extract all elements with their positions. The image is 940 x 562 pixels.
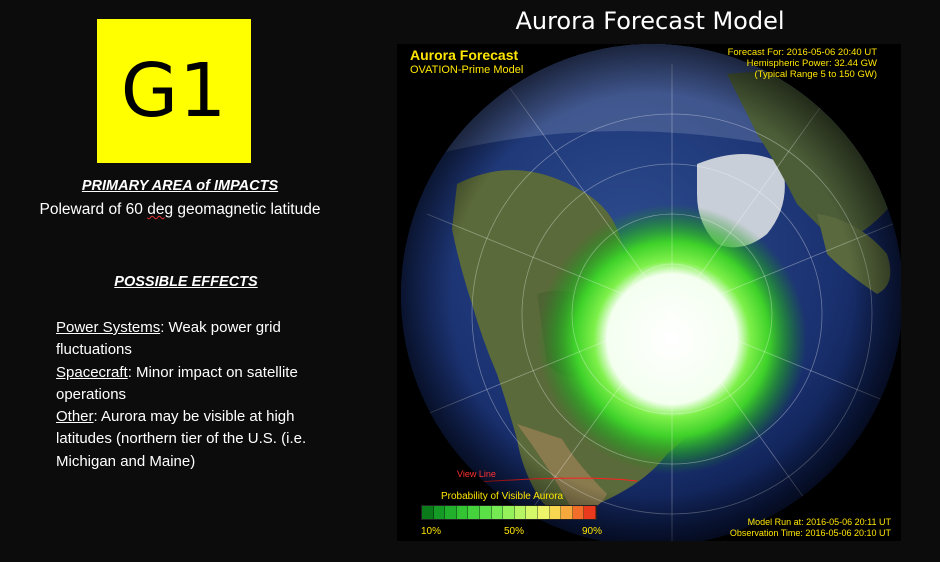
- effect-other: Other: Aurora may be visible at high lat…: [56, 406, 346, 473]
- model-title: Aurora Forecast Model: [515, 7, 785, 35]
- colorbar-swatch: [572, 506, 585, 519]
- colorbar-swatch: [479, 506, 492, 519]
- hemispheric-power: Hemispheric Power: 32.44 GW: [746, 58, 877, 69]
- effect-spacecraft-label: Spacecraft: [56, 363, 128, 381]
- effect-spacecraft-text: : Minor impact on satellite operations: [56, 363, 298, 403]
- impacts-heading-wrap: PRIMARY AREA of IMPACTS: [0, 177, 360, 194]
- impacts-description: Poleward of 60 deg geomagnetic latitude: [0, 201, 360, 219]
- colorbar-swatch: [549, 506, 562, 519]
- colorbar-swatch: [526, 506, 538, 519]
- view-line-label: View Line: [457, 469, 496, 479]
- colorbar-swatch: [503, 506, 515, 519]
- effects-list: Power Systems: Weak power grid fluctuati…: [56, 317, 346, 473]
- g1-label: G1: [120, 48, 228, 134]
- forecast-for: Forecast For: 2016-05-06 20:40 UT: [727, 47, 877, 58]
- aurora-forecast-map: Aurora Forecast OVATION-Prime Model Fore…: [397, 44, 901, 541]
- colorbar-swatch: [456, 506, 469, 519]
- tick-50: 50%: [504, 526, 525, 537]
- colorbar-swatch: [445, 506, 457, 519]
- effects-heading-wrap: POSSIBLE EFFECTS: [6, 273, 366, 290]
- forecast-title: Aurora Forecast: [410, 47, 519, 63]
- forecast-info: Forecast For: 2016-05-06 20:40 UT Hemisp…: [728, 47, 877, 80]
- colorbar-swatch: [491, 506, 504, 519]
- impacts-text-before: Poleward of 60: [39, 201, 148, 218]
- probability-colorbar: [421, 505, 597, 520]
- globe-graphic: [401, 44, 901, 541]
- effect-power-text: : Weak power grid fluctuations: [56, 319, 281, 359]
- effect-power: Power Systems: Weak power grid fluctuati…: [56, 317, 346, 362]
- tick-90: 90%: [582, 526, 603, 537]
- colorbar-swatch: [561, 506, 573, 519]
- probability-label: Probability of Visible Aurora: [441, 491, 564, 502]
- effects-heading: POSSIBLE EFFECTS: [114, 274, 258, 290]
- colorbar-swatch: [584, 506, 596, 519]
- effect-other-label: Other: [56, 408, 94, 426]
- typical-range: (Typical Range 5 to 150 GW): [754, 69, 878, 80]
- impacts-heading: PRIMARY AREA of IMPACTS: [81, 178, 279, 194]
- model-run-info: Model Run at: 2016-05-06 20:11 UT Observ…: [730, 517, 891, 538]
- g1-scale-badge: G1: [97, 19, 251, 163]
- colorbar-swatch: [537, 506, 550, 519]
- colorbar-swatch: [422, 506, 434, 519]
- effect-power-label: Power Systems: [56, 319, 161, 336]
- effect-spacecraft: Spacecraft: Minor impact on satellite op…: [56, 362, 346, 407]
- observation-time: Observation Time: 2016-05-06 20:10 UT: [729, 527, 891, 538]
- impacts-text-after: geomagnetic latitude: [173, 201, 321, 218]
- tick-10: 10%: [421, 526, 442, 537]
- colorbar-swatch: [468, 506, 480, 519]
- effect-other-text: : Aurora may be visible at high latitude…: [56, 408, 307, 470]
- colorbar-swatch: [433, 506, 446, 519]
- model-run-time: Model Run at: 2016-05-06 20:11 UT: [747, 517, 891, 527]
- forecast-subtitle: OVATION-Prime Model: [410, 64, 524, 76]
- colorbar-swatch: [514, 506, 527, 519]
- impacts-text-deg: deg: [147, 201, 174, 218]
